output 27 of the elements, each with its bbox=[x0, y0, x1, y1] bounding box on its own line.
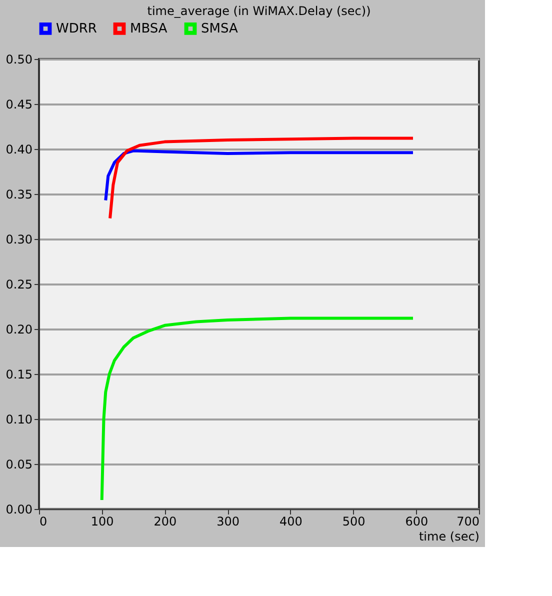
x-axis-title: time (sec) bbox=[418, 530, 480, 544]
line-series bbox=[108, 136, 414, 220]
x-tick-label: 700 bbox=[456, 514, 480, 528]
y-tick-label: 0.30 bbox=[6, 232, 32, 246]
legend-label: WDRR bbox=[56, 22, 97, 37]
x-tick-label: 100 bbox=[90, 514, 114, 528]
y-tick-label: 0.15 bbox=[6, 368, 32, 382]
x-tick-label: 500 bbox=[342, 514, 366, 528]
y-tick-label: 0.25 bbox=[6, 278, 32, 292]
y-tick-label: 0.10 bbox=[6, 412, 32, 426]
y-tick-label: 0.40 bbox=[6, 142, 32, 156]
x-tick-label: 300 bbox=[216, 514, 240, 528]
y-tick-label: 0.50 bbox=[6, 52, 32, 66]
legend-label: MBSA bbox=[130, 22, 168, 37]
x-tick-label: 400 bbox=[279, 514, 302, 528]
chart-title: time_average (in WiMAX.Delay (sec)) bbox=[147, 4, 371, 18]
x-tick-label: 600 bbox=[405, 514, 428, 528]
y-tick-label: 0.00 bbox=[6, 502, 32, 516]
y-tick-label: 0.20 bbox=[6, 322, 32, 336]
y-tick-label: 0.45 bbox=[6, 98, 32, 112]
legend-label: SMSA bbox=[201, 22, 238, 37]
x-tick-label: 0 bbox=[40, 514, 48, 528]
line-series bbox=[104, 149, 414, 202]
x-tick-label: 200 bbox=[154, 514, 177, 528]
line-series bbox=[100, 316, 414, 502]
y-tick-label: 0.05 bbox=[6, 458, 32, 472]
y-tick-label: 0.35 bbox=[6, 188, 32, 202]
